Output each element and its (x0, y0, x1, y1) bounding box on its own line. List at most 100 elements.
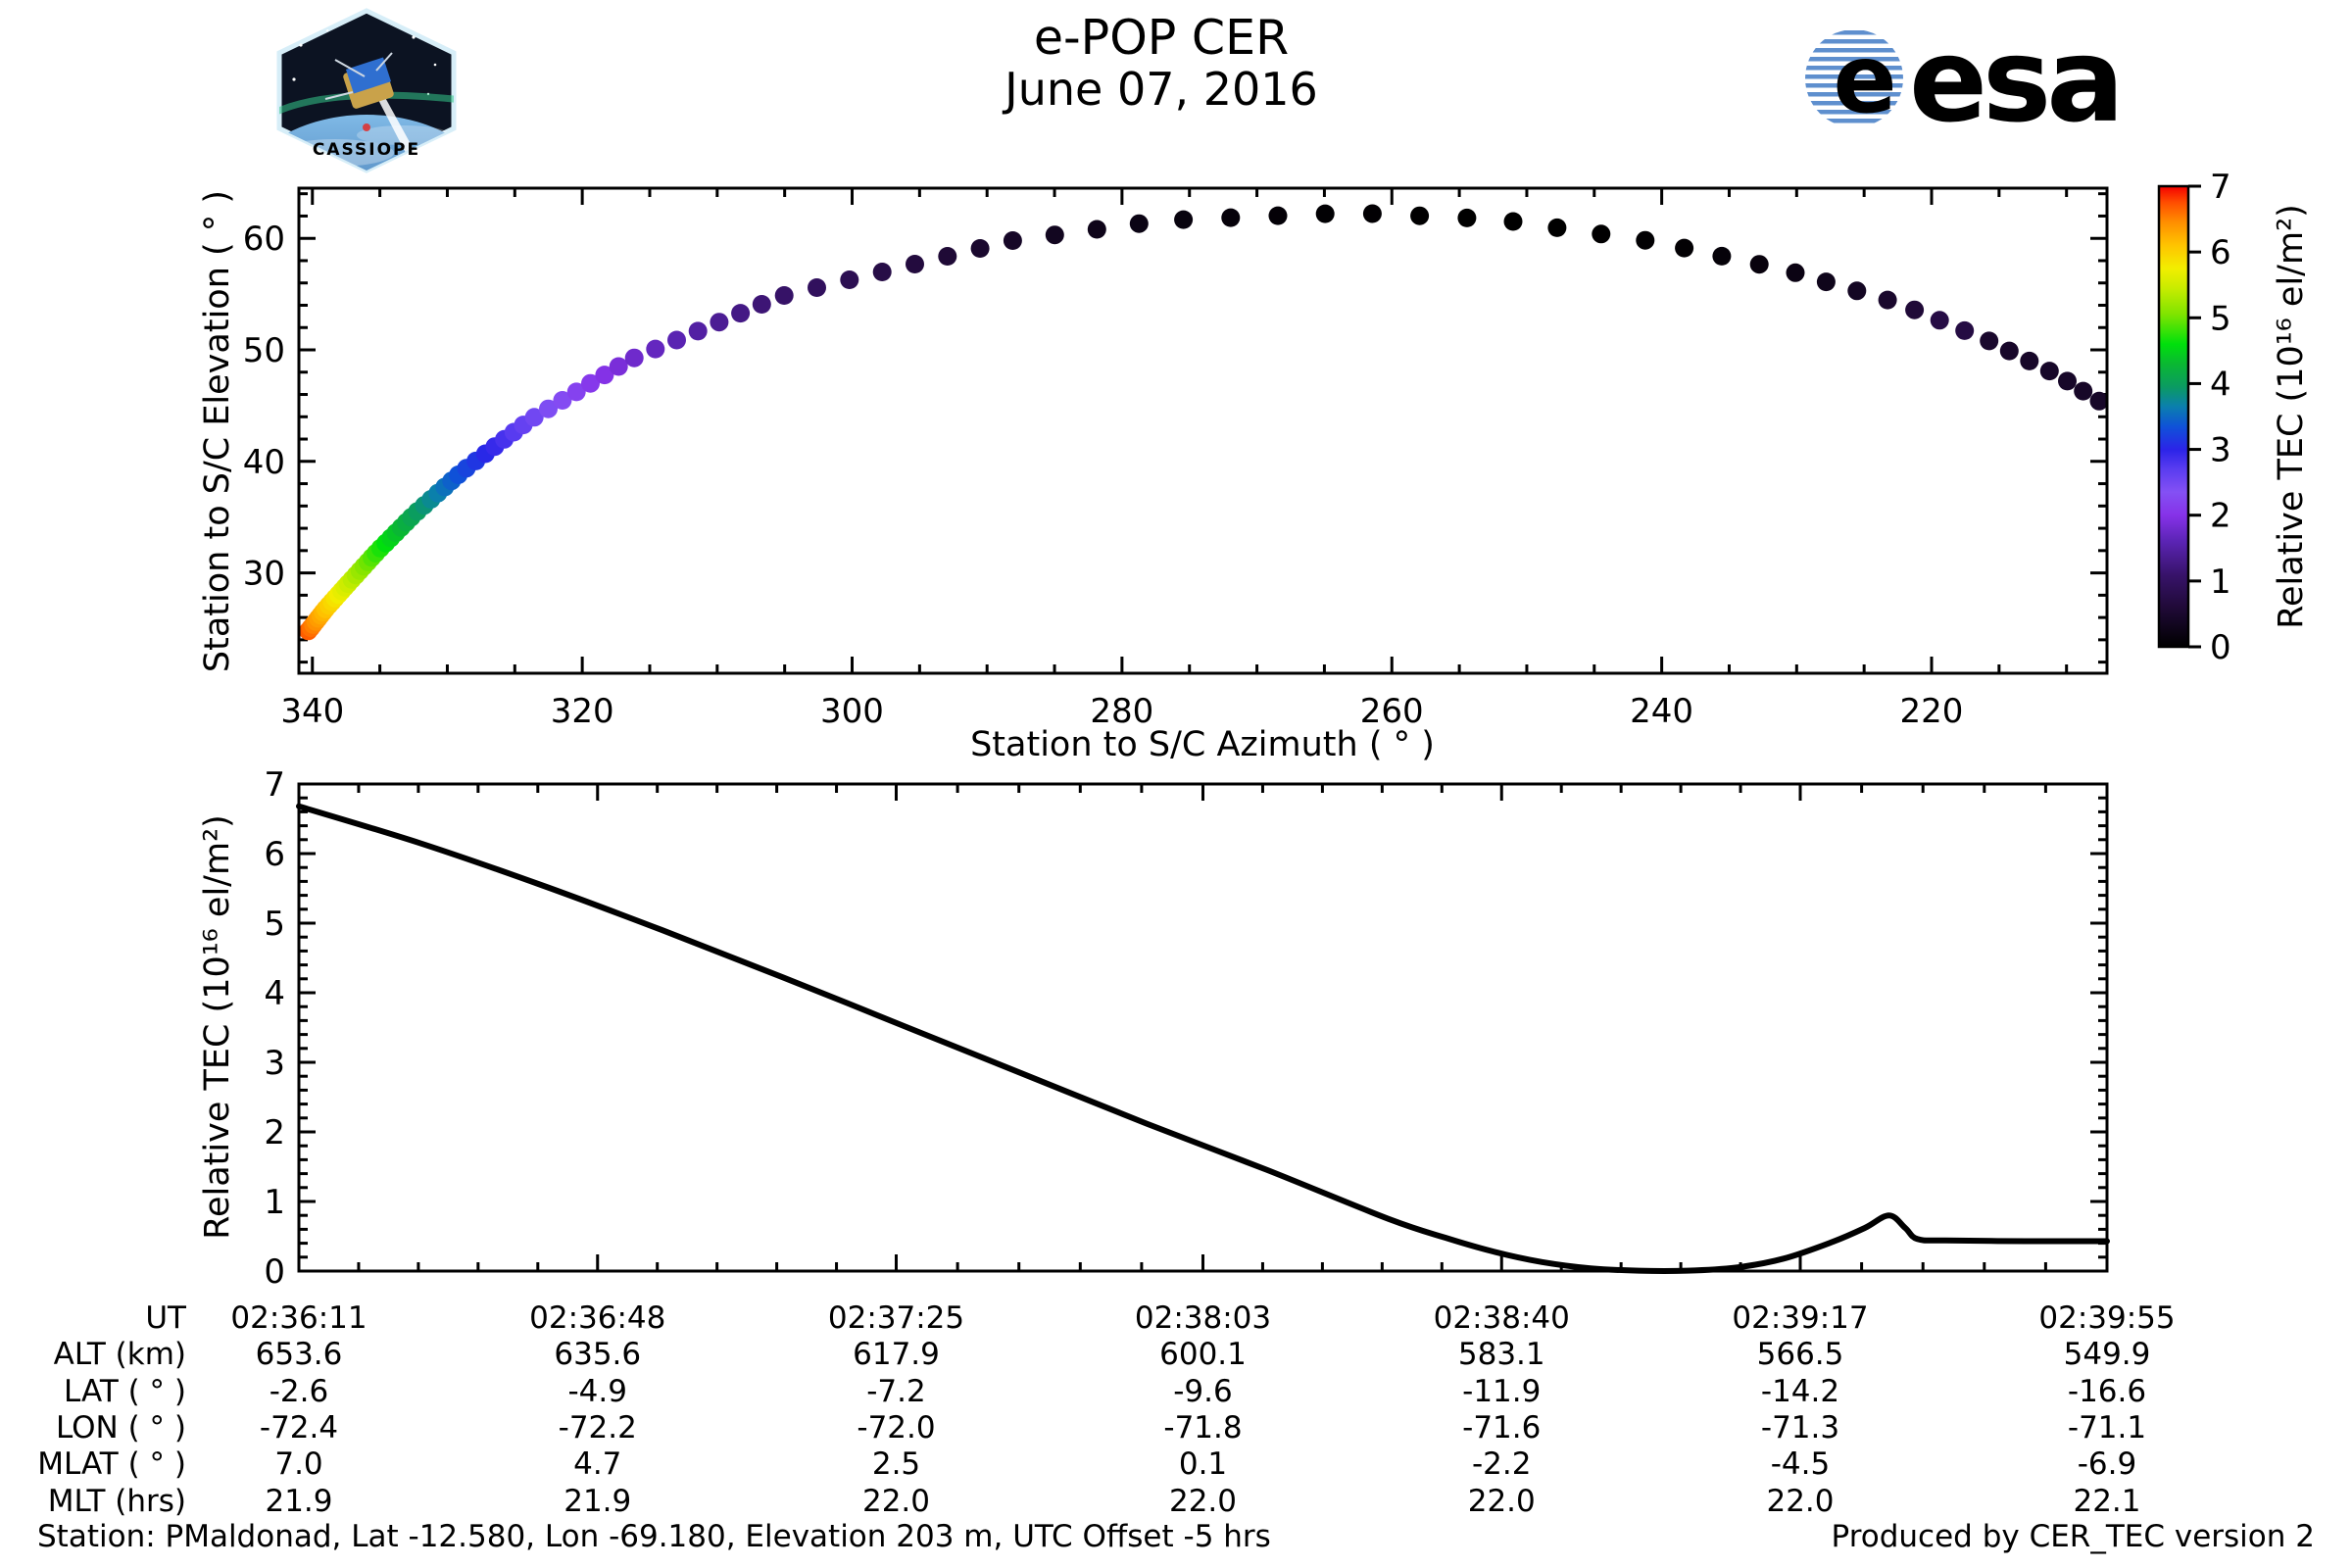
bottom-y-tick-label: 2 (264, 1113, 285, 1152)
scatter-dot (2119, 412, 2137, 430)
scatter-dot (1269, 207, 1288, 225)
sky-track-scatter (299, 205, 2164, 641)
table-cell-ut: 02:39:17 (1673, 1300, 1928, 1337)
table-cell: 4.7 (470, 1446, 725, 1483)
scatter-dot (1457, 209, 1476, 227)
scatter-dot (938, 247, 956, 266)
top-plot: 34032030028026024022030405060 (243, 188, 2165, 731)
scatter-dot (667, 331, 686, 350)
scatter-dot (1636, 231, 1654, 250)
top-x-tick-label: 240 (1630, 692, 1693, 731)
table-cell-ut: 02:38:03 (1076, 1300, 1331, 1337)
scatter-dot (1504, 213, 1523, 231)
table-cell-ut: 02:39:55 (1980, 1300, 2234, 1337)
scatter-dot (646, 340, 664, 359)
table-cell: 0.1 (1076, 1446, 1331, 1483)
top-y-tick-label: 40 (243, 443, 285, 482)
colorbar-tick-label: 6 (2210, 233, 2231, 272)
scatter-dot (1817, 272, 1836, 291)
scatter-dot (1787, 264, 1805, 282)
table-cell: -4.5 (1673, 1446, 1928, 1483)
scatter-dot (753, 295, 771, 314)
table-cell: 22.0 (1673, 1484, 1928, 1520)
scatter-dot (2132, 420, 2151, 439)
scatter-dot (2106, 402, 2125, 420)
table-cell: -11.9 (1374, 1374, 1629, 1410)
scatter-dot (1547, 219, 1566, 237)
colorbar-tick-label: 4 (2210, 365, 2231, 404)
tec-line (299, 807, 2107, 1271)
table-cell-ut: 02:36:11 (172, 1300, 426, 1337)
bottom-plot: 01234567 (264, 765, 2107, 1292)
scatter-dot (610, 358, 628, 376)
scatter-dot (2058, 371, 2077, 390)
table-cell: 566.5 (1673, 1337, 1928, 1373)
scatter-dot (1363, 205, 1382, 223)
scatter-dot (710, 313, 728, 331)
table-cell: -6.9 (1980, 1446, 2234, 1483)
produced-by: Produced by CER_TEC version 2 (1372, 1519, 2315, 1554)
table-cell: -72.4 (172, 1410, 426, 1446)
table-cell: -16.6 (1980, 1374, 2234, 1410)
table-row-label: LAT ( ° ) (20, 1374, 186, 1410)
top-x-axis-label: Station to S/C Azimuth ( ° ) (810, 725, 1594, 764)
scatter-dot (1847, 281, 1866, 300)
scatter-dot (873, 263, 892, 281)
table-cell: -71.6 (1374, 1410, 1629, 1446)
table-cell: 22.0 (1076, 1484, 1331, 1520)
scatter-dot (2040, 362, 2059, 380)
table-cell: 21.9 (172, 1484, 426, 1520)
table-cell: -72.0 (769, 1410, 1024, 1446)
scatter-dot (1712, 247, 1731, 266)
table-cell: -2.6 (172, 1374, 426, 1410)
top-y-axis-label: Station to S/C Elevation ( ° ) (198, 137, 237, 725)
scatter-dot (1088, 220, 1106, 239)
table-cell: 22.0 (1374, 1484, 1629, 1520)
colorbar-label: Relative TEC (10¹⁶ el/m²) (2272, 74, 2311, 760)
scatter-dot (1955, 321, 1974, 340)
scatter-dot (1905, 301, 1924, 319)
table-cell: 549.9 (1980, 1337, 2234, 1373)
table-cell: 21.9 (470, 1484, 725, 1520)
bottom-y-axis-label: Relative TEC (10¹⁶ el/m²) (198, 733, 237, 1321)
scatter-dot (1879, 291, 1897, 310)
scatter-dot (1174, 211, 1193, 229)
table-cell: -71.1 (1980, 1410, 2234, 1446)
scatter-dot (906, 255, 924, 273)
bottom-y-tick-label: 4 (264, 974, 285, 1013)
colorbar-tick-label: 0 (2210, 628, 2231, 667)
bottom-y-tick-label: 5 (264, 905, 285, 944)
colorbar-tick-label: 5 (2210, 299, 2231, 338)
table-row-label: UT (20, 1300, 186, 1337)
table-cell: 617.9 (769, 1337, 1024, 1373)
bottom-y-tick-label: 6 (264, 835, 285, 874)
scatter-dot (1410, 207, 1429, 225)
table-row-label: ALT (km) (20, 1337, 186, 1373)
table-row-label: MLAT ( ° ) (20, 1446, 186, 1483)
top-x-tick-label: 220 (1900, 692, 1964, 731)
table-cell: 22.0 (769, 1484, 1024, 1520)
table-cell: -2.2 (1374, 1446, 1629, 1483)
table-cell: -4.9 (470, 1374, 725, 1410)
page: CASSIOPE e esa e-POP CER June 07, 2016 3… (0, 0, 2352, 1568)
scatter-dot (1675, 239, 1693, 258)
table-cell: 635.6 (470, 1337, 725, 1373)
bottom-y-tick-label: 3 (264, 1044, 285, 1083)
scatter-dot (1004, 231, 1022, 250)
table-row-label: MLT (hrs) (20, 1484, 186, 1520)
scatter-dot (1130, 215, 1149, 233)
scatter-dot (2020, 352, 2038, 370)
colorbar-tick-label: 3 (2210, 431, 2231, 470)
scatter-dot (971, 239, 990, 258)
colorbar-tick-label: 2 (2210, 497, 2231, 536)
table-cell: 653.6 (172, 1337, 426, 1373)
bottom-y-tick-label: 7 (264, 765, 285, 805)
top-y-tick-label: 50 (243, 331, 285, 370)
scatter-dot (1221, 209, 1240, 227)
plot-frame (299, 784, 2107, 1271)
table-cell: -14.2 (1673, 1374, 1928, 1410)
top-y-tick-label: 60 (243, 220, 285, 259)
scatter-dot (1750, 255, 1769, 273)
colorbar-tick-label: 7 (2210, 168, 2231, 207)
table-cell: 600.1 (1076, 1337, 1331, 1373)
